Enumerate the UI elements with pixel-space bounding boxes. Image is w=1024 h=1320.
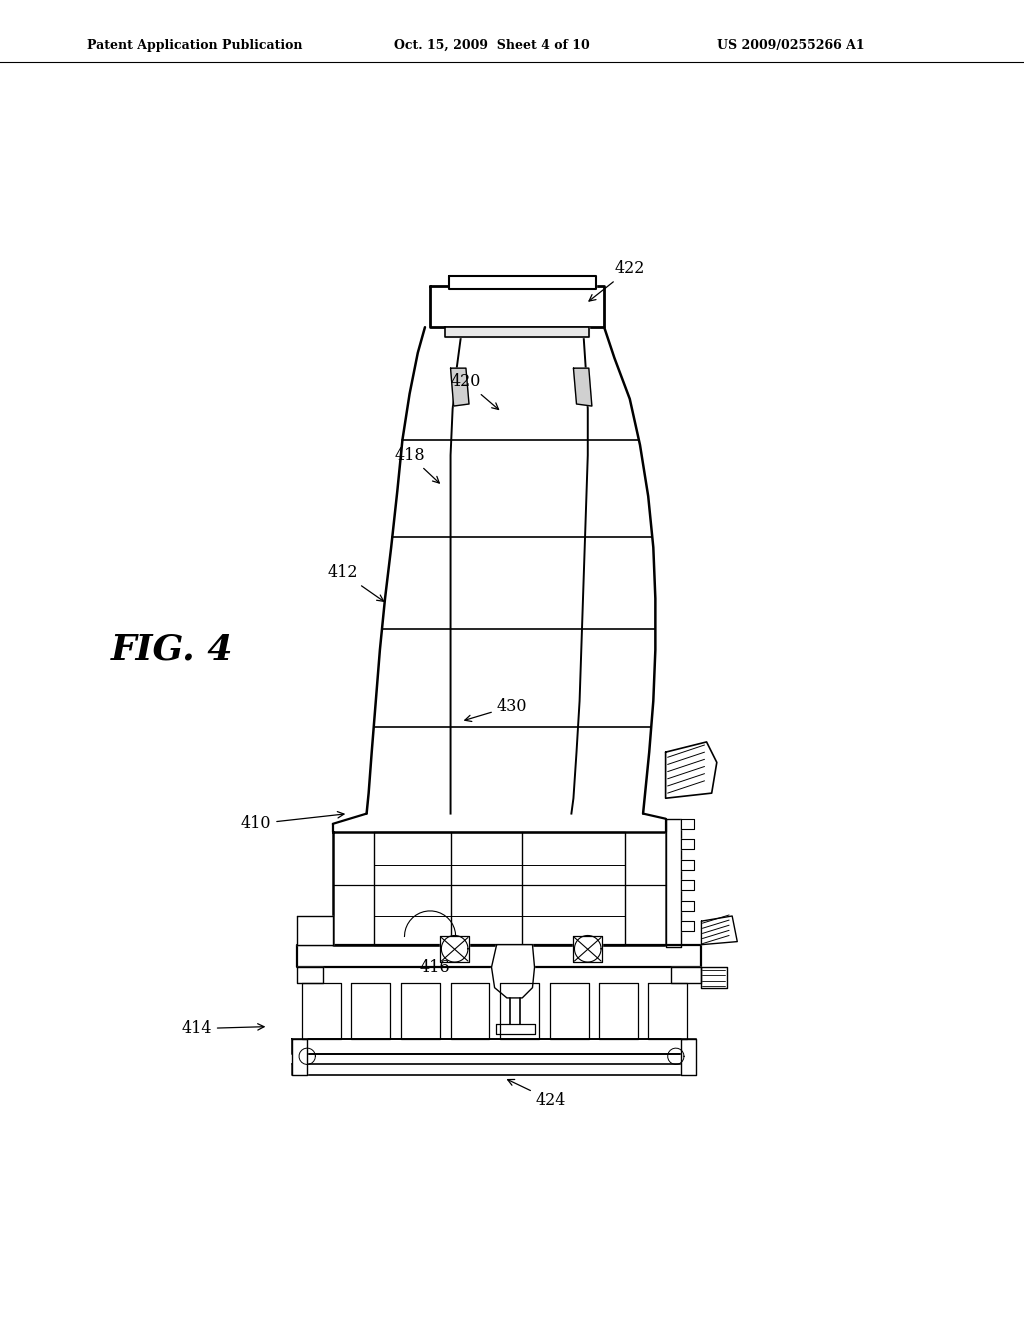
Text: 412: 412	[328, 565, 384, 602]
Polygon shape	[681, 921, 694, 932]
Polygon shape	[297, 968, 323, 982]
Text: 420: 420	[451, 374, 499, 409]
Polygon shape	[292, 1039, 696, 1055]
Polygon shape	[492, 945, 535, 998]
Polygon shape	[451, 982, 489, 1039]
Polygon shape	[445, 327, 589, 338]
Polygon shape	[573, 936, 602, 962]
Polygon shape	[292, 1039, 307, 1074]
Polygon shape	[681, 859, 694, 870]
Polygon shape	[681, 900, 694, 911]
Polygon shape	[440, 936, 469, 962]
Polygon shape	[449, 276, 596, 289]
Polygon shape	[302, 982, 341, 1039]
Polygon shape	[351, 982, 390, 1039]
Polygon shape	[666, 818, 681, 946]
Text: 424: 424	[508, 1080, 566, 1109]
Polygon shape	[297, 945, 701, 968]
Polygon shape	[681, 818, 694, 829]
Polygon shape	[681, 880, 694, 891]
Polygon shape	[701, 968, 727, 987]
Text: US 2009/0255266 A1: US 2009/0255266 A1	[717, 38, 864, 51]
Polygon shape	[292, 1064, 696, 1074]
Text: 422: 422	[589, 260, 645, 301]
Polygon shape	[500, 982, 539, 1039]
Polygon shape	[333, 832, 666, 945]
Text: Oct. 15, 2009  Sheet 4 of 10: Oct. 15, 2009 Sheet 4 of 10	[394, 38, 590, 51]
Text: 418: 418	[394, 446, 439, 483]
Polygon shape	[666, 742, 717, 799]
Polygon shape	[681, 840, 694, 850]
Polygon shape	[671, 968, 701, 982]
Text: FIG. 4: FIG. 4	[111, 632, 233, 667]
Polygon shape	[648, 982, 687, 1039]
Polygon shape	[681, 1039, 696, 1074]
Polygon shape	[451, 368, 469, 407]
Polygon shape	[550, 982, 589, 1039]
Polygon shape	[401, 982, 440, 1039]
Text: 410: 410	[241, 812, 344, 833]
Polygon shape	[297, 916, 333, 945]
Text: 414: 414	[181, 1020, 264, 1038]
Text: 430: 430	[465, 697, 527, 722]
Polygon shape	[496, 1023, 535, 1034]
Text: Patent Application Publication: Patent Application Publication	[87, 38, 302, 51]
Polygon shape	[701, 916, 737, 945]
Polygon shape	[430, 286, 604, 327]
Polygon shape	[573, 368, 592, 407]
Polygon shape	[599, 982, 638, 1039]
Text: 416: 416	[420, 958, 451, 975]
